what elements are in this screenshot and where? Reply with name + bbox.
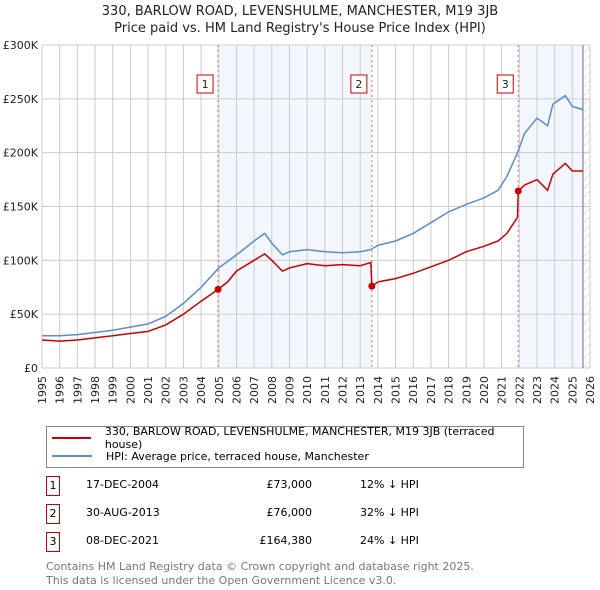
x-tick-label: 2024	[549, 376, 562, 404]
sale-marker-badge: 2	[46, 504, 60, 524]
x-tick-label: 1996	[54, 376, 67, 404]
x-tick-label: 2023	[531, 376, 544, 404]
x-tick-label: 2005	[213, 376, 226, 404]
sale-date: 17-DEC-2004	[86, 478, 160, 491]
sale-label-box	[196, 74, 214, 94]
y-tick-label: £0	[24, 362, 38, 375]
chart-title: 330, BARLOW ROAD, LEVENSHULME, MANCHESTE…	[101, 4, 499, 19]
x-tick-label: 2012	[337, 376, 350, 404]
legend-swatch-blue	[52, 455, 92, 457]
sale-price: £76,000	[266, 506, 313, 519]
y-tick-label: £300K	[3, 39, 39, 52]
x-tick-label: 2025	[566, 376, 579, 404]
footer-licence: This data is licensed under the Open Gov…	[46, 574, 397, 587]
x-tick-label: 2015	[390, 376, 403, 404]
sale-hpi-diff: 12% ↓ HPI	[360, 478, 419, 491]
x-tick-label: 2014	[372, 376, 385, 404]
sale-price: £164,380	[259, 534, 313, 547]
y-tick-label: £100K	[3, 254, 39, 267]
legend-item-property: 330, BARLOW ROAD, LEVENSHULME, MANCHESTE…	[47, 425, 523, 451]
x-tick-label: 2022	[513, 376, 526, 404]
sale-hpi-diff: 24% ↓ HPI	[360, 534, 419, 547]
legend: 330, BARLOW ROAD, LEVENSHULME, MANCHESTE…	[46, 425, 524, 468]
sale-marker-badge: 3	[46, 532, 60, 552]
x-tick-label: 2000	[124, 376, 137, 404]
x-tick-label: 2018	[443, 376, 456, 404]
y-tick-label: £200K	[3, 147, 39, 160]
sale-date: 08-DEC-2021	[86, 534, 160, 547]
y-tick-label: £250K	[3, 93, 39, 106]
x-tick-label: 2010	[301, 376, 314, 404]
sale-marker-badge: 1	[46, 476, 60, 496]
price-chart: 1995 1996 1997 1998 1999 2000 2001 2002 2003 2004…	[3, 39, 597, 404]
x-tick-label: 2016	[407, 376, 420, 404]
x-tick-label: 1997	[71, 376, 84, 404]
x-tick-label: 2013	[354, 376, 367, 404]
sale-price: £73,000	[266, 478, 313, 491]
x-tick-label: 2004	[195, 376, 208, 404]
footer-copyright: Contains HM Land Registry data © Crown c…	[46, 560, 474, 573]
legend-swatch-red	[52, 437, 91, 439]
x-tick-label: 2002	[160, 376, 173, 404]
x-tick-label: 2021	[496, 376, 509, 404]
x-tick-label: 2009	[283, 376, 296, 404]
legend-item-hpi: HPI: Average price, terraced house, Manc…	[47, 447, 369, 465]
sale-point	[368, 282, 376, 290]
sale-hpi-diff: 32% ↓ HPI	[360, 506, 419, 519]
legend-label: 330, BARLOW ROAD, LEVENSHULME, MANCHESTE…	[104, 425, 495, 451]
sale-point	[214, 285, 222, 293]
sale-label: 2	[355, 78, 362, 91]
sale-label-box	[350, 74, 368, 94]
chart-subtitle: Price paid vs. HM Land Registry's House …	[114, 21, 486, 36]
y-tick-label: £150K	[3, 201, 39, 214]
x-tick-label: 2019	[460, 376, 473, 404]
sale-label: 1	[202, 78, 209, 91]
sale-point	[514, 187, 522, 195]
x-tick-label: 2011	[319, 376, 332, 404]
x-tick-label: 1998	[89, 376, 102, 404]
x-tick-label: 2007	[248, 376, 261, 404]
y-tick-label: £50K	[10, 308, 39, 321]
sale-date: 30-AUG-2013	[86, 506, 160, 519]
x-tick-label: 1999	[107, 376, 120, 404]
x-tick-label: 2026	[584, 376, 597, 404]
legend-label: HPI: Average price, terraced house, Manc…	[106, 449, 369, 463]
x-tick-label: 2006	[230, 376, 243, 404]
hpi-line	[42, 94, 584, 337]
x-tick-label: 2008	[266, 376, 279, 404]
x-tick-label: 2017	[425, 376, 438, 404]
x-tick-label: 2003	[177, 376, 190, 404]
x-tick-label: 2001	[142, 376, 155, 404]
x-tick-label: 1995	[36, 376, 49, 404]
sale-label-box	[496, 74, 514, 94]
x-tick-label: 2020	[478, 376, 491, 404]
sale-label: 3	[502, 78, 509, 91]
